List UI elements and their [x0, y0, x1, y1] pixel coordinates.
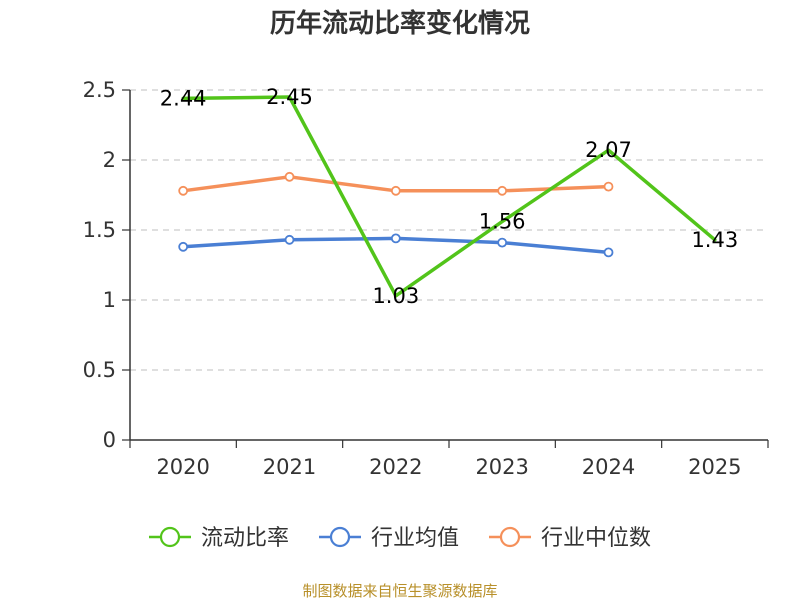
legend-marker [329, 526, 351, 548]
data-point [390, 185, 401, 196]
legend-label: 行业中位数 [541, 526, 651, 551]
data-label: 1.43 [691, 228, 738, 252]
axes: 0 0.5 1 1.5 2 2.5 2020 2021 2022 2023 2024 2025 [83, 78, 769, 479]
grid-lines [130, 89, 768, 371]
y-tick-label: 1 [103, 288, 116, 312]
data-point [603, 247, 614, 258]
data-point [603, 181, 614, 192]
y-tick-label: 2.5 [83, 78, 116, 102]
legend-item[interactable]: 流动比率 [149, 526, 289, 551]
data-label: 2.45 [266, 85, 313, 109]
legend-item[interactable]: 行业中位数 [489, 526, 651, 551]
chart-title: 历年流动比率变化情况 [270, 8, 530, 39]
data-point [178, 185, 189, 196]
data-point [497, 185, 508, 196]
legend-marker [159, 526, 181, 548]
x-tick-label: 2022 [369, 455, 422, 479]
data-point [497, 237, 508, 248]
x-tick-label: 2025 [688, 455, 741, 479]
legend-item[interactable]: 行业均值 [319, 526, 459, 551]
legend-label: 流动比率 [201, 526, 289, 551]
y-tick-label: 0.5 [83, 358, 116, 382]
data-point [284, 171, 295, 182]
data-point [178, 241, 189, 252]
data-labels: 2.44 2.45 1.03 1.56 2.07 1.43 [160, 85, 738, 308]
x-tick-label: 2020 [156, 455, 209, 479]
data-label: 2.07 [585, 138, 632, 162]
data-point [284, 234, 295, 245]
x-tick-label: 2021 [263, 455, 316, 479]
data-label: 2.44 [160, 86, 207, 110]
y-tick-label: 2 [103, 148, 116, 172]
legend-marker [499, 526, 521, 548]
y-tick-label: 0 [103, 428, 116, 452]
legend[interactable]: 流动比率 行业均值 行业中位数 [149, 526, 651, 551]
source-note: 制图数据来自恒生聚源数据库 [302, 582, 497, 600]
series-line [181, 95, 717, 298]
data-label: 1.56 [479, 210, 526, 234]
data-point [390, 233, 401, 244]
x-tick-label: 2024 [582, 455, 635, 479]
x-tick-label: 2023 [475, 455, 528, 479]
y-tick-label: 1.5 [83, 218, 116, 242]
series-lines [178, 95, 717, 298]
data-label: 1.03 [372, 284, 419, 308]
legend-label: 行业均值 [371, 526, 459, 551]
